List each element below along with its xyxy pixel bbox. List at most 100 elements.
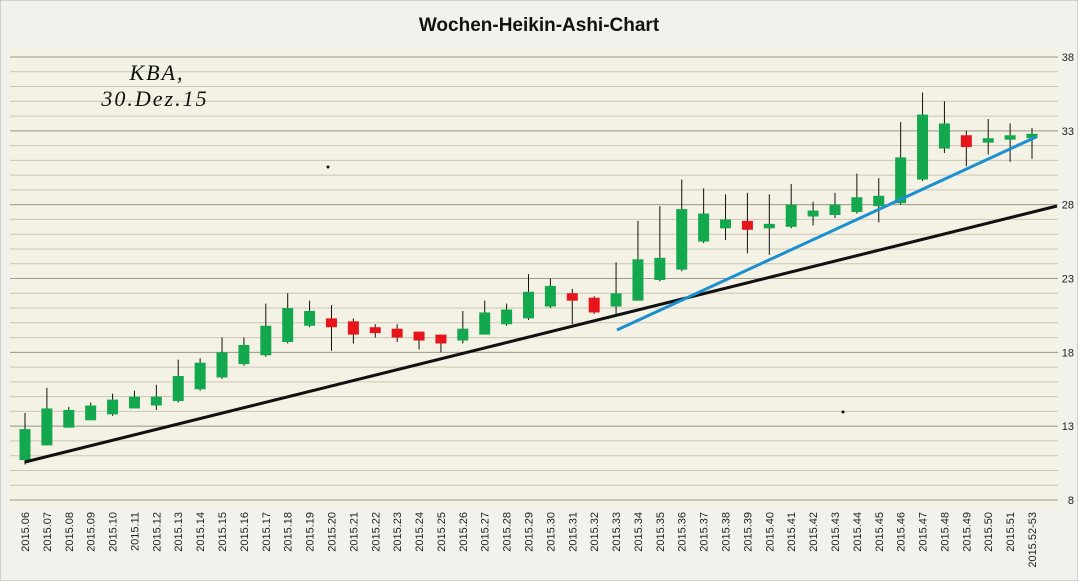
body xyxy=(19,429,31,461)
body xyxy=(63,409,75,428)
body xyxy=(194,362,206,390)
body xyxy=(85,405,97,421)
x-tick-label: 2015.38 xyxy=(721,512,733,552)
x-tick-label: 2015.34 xyxy=(633,512,645,552)
body xyxy=(128,396,140,409)
body xyxy=(369,327,381,334)
body xyxy=(150,396,162,406)
x-tick-label: 2015.06 xyxy=(20,512,32,552)
x-tick-label: 2015.15 xyxy=(217,512,229,552)
x-tick-label: 2015.16 xyxy=(239,512,251,552)
body xyxy=(960,135,972,148)
body xyxy=(41,408,53,446)
x-tick-label: 2015.14 xyxy=(195,512,207,552)
x-tick-label: 2015.48 xyxy=(939,512,951,552)
x-tick-label: 2015.30 xyxy=(545,512,557,552)
x-tick-label: 2015.51 xyxy=(1005,512,1017,552)
x-tick-label: 2015.19 xyxy=(305,512,317,552)
body xyxy=(588,297,600,313)
body xyxy=(282,308,294,342)
x-tick-label: 2015.33 xyxy=(611,512,623,552)
x-tick-label: 2015.18 xyxy=(283,512,295,552)
body xyxy=(654,257,666,280)
body xyxy=(873,195,885,207)
x-tick-label: 2015.07 xyxy=(42,512,54,552)
body xyxy=(785,204,797,227)
x-tick-label: 2015.44 xyxy=(852,512,864,552)
x-tick-label: 2015.49 xyxy=(961,512,973,552)
y-tick-label: 8 xyxy=(1068,495,1074,507)
dot xyxy=(841,410,845,414)
x-tick-label: 2015.17 xyxy=(261,512,273,552)
y-tick-label: 38 xyxy=(1062,52,1074,64)
x-tick-label: 2015.25 xyxy=(436,512,448,552)
body xyxy=(851,197,863,213)
x-tick-label: 2015.13 xyxy=(173,512,185,552)
x-tick-label: 2015.52-53 xyxy=(1027,512,1039,568)
body xyxy=(501,309,513,325)
body xyxy=(325,318,337,328)
body xyxy=(479,312,491,335)
body xyxy=(347,321,359,335)
body xyxy=(238,344,250,365)
body xyxy=(938,123,950,149)
body xyxy=(391,328,403,338)
body xyxy=(457,328,469,341)
body xyxy=(632,259,644,301)
x-tick-label: 2015.22 xyxy=(370,512,382,552)
body xyxy=(720,219,732,229)
annotation: 30.Dez.15 xyxy=(100,86,208,111)
annotation: KBA, xyxy=(128,60,184,85)
body xyxy=(829,204,841,216)
x-tick-label: 2015.31 xyxy=(567,512,579,552)
x-tick-label: 2015.36 xyxy=(677,512,689,552)
x-tick-label: 2015.50 xyxy=(983,512,995,552)
x-tick-label: 2015.10 xyxy=(108,512,120,552)
body xyxy=(544,285,556,307)
body xyxy=(1004,135,1016,140)
y-tick-label: 33 xyxy=(1062,126,1074,138)
x-tick-label: 2015.39 xyxy=(742,512,754,552)
body xyxy=(1026,133,1038,139)
body xyxy=(741,220,753,230)
x-tick-label: 2015.24 xyxy=(414,512,426,552)
x-tick-label: 2015.43 xyxy=(830,512,842,552)
body xyxy=(807,210,819,217)
x-tick-label: 2015.20 xyxy=(326,512,338,552)
trend-line-short xyxy=(616,135,1037,332)
body xyxy=(523,291,534,319)
body xyxy=(304,310,316,326)
x-tick-label: 2015.28 xyxy=(502,512,514,552)
body xyxy=(216,352,228,378)
dot xyxy=(326,165,330,169)
body xyxy=(172,375,184,402)
x-tick-label: 2015.26 xyxy=(458,512,470,552)
x-tick-label: 2015.40 xyxy=(764,512,776,552)
body xyxy=(763,223,775,229)
y-tick-label: 13 xyxy=(1062,421,1074,433)
candles xyxy=(19,92,1038,465)
x-tick-label: 2015.41 xyxy=(786,512,798,552)
y-tick-label: 28 xyxy=(1062,200,1074,212)
x-tick-label: 2015.21 xyxy=(348,512,360,552)
x-tick-label: 2015.45 xyxy=(874,512,886,552)
body xyxy=(895,157,907,204)
x-tick-label: 2015.11 xyxy=(129,512,141,551)
x-tick-label: 2015.23 xyxy=(392,512,404,552)
x-tick-label: 2015.37 xyxy=(699,512,711,552)
body xyxy=(435,334,447,344)
grid xyxy=(10,56,1058,501)
x-tick-label: 2015.35 xyxy=(655,512,667,552)
x-tick-label: 2015.29 xyxy=(524,512,536,552)
x-tick-label: 2015.32 xyxy=(589,512,601,552)
y-tick-label: 23 xyxy=(1062,274,1074,286)
x-tick-label: 2015.27 xyxy=(480,512,492,552)
x-tick-label: 2015.09 xyxy=(86,512,98,552)
body xyxy=(698,213,710,242)
body xyxy=(566,293,578,301)
body xyxy=(260,325,272,356)
body xyxy=(676,209,688,270)
body xyxy=(917,114,929,180)
x-tick-label: 2015.08 xyxy=(64,512,76,552)
